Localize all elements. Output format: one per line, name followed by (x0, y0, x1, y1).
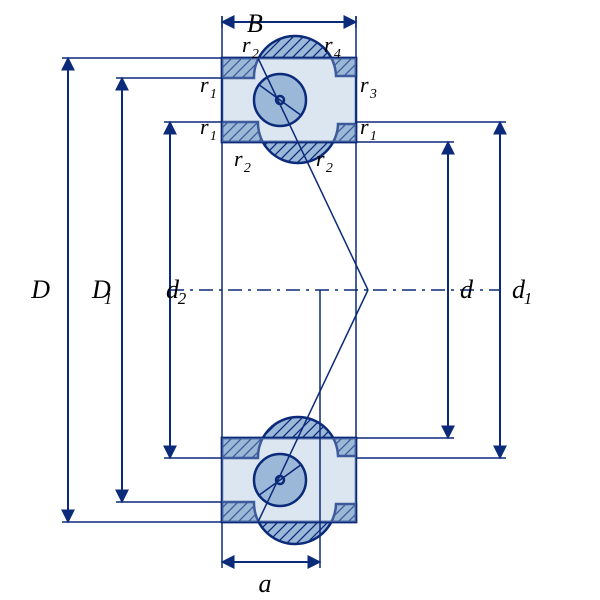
svg-text:2: 2 (252, 47, 259, 62)
svg-text:1: 1 (210, 87, 217, 102)
svg-text:2: 2 (326, 161, 333, 176)
svg-text:a: a (259, 569, 272, 598)
svg-text:4: 4 (334, 47, 341, 62)
svg-text:r: r (360, 114, 369, 139)
bearing-bottom (222, 417, 356, 544)
svg-text:r: r (316, 146, 325, 171)
svg-text:r: r (200, 72, 209, 97)
svg-text:1: 1 (370, 129, 377, 144)
svg-text:d: d (460, 275, 474, 304)
svg-text:r: r (200, 114, 209, 139)
svg-text:r: r (360, 72, 369, 97)
svg-text:r: r (324, 32, 333, 57)
svg-text:1: 1 (104, 289, 113, 308)
svg-text:3: 3 (369, 87, 377, 102)
svg-text:D: D (30, 275, 50, 304)
svg-text:r: r (242, 32, 251, 57)
svg-text:2: 2 (178, 289, 187, 308)
svg-text:2: 2 (244, 161, 251, 176)
svg-text:1: 1 (524, 289, 533, 308)
svg-text:r: r (234, 146, 243, 171)
svg-text:1: 1 (210, 129, 217, 144)
